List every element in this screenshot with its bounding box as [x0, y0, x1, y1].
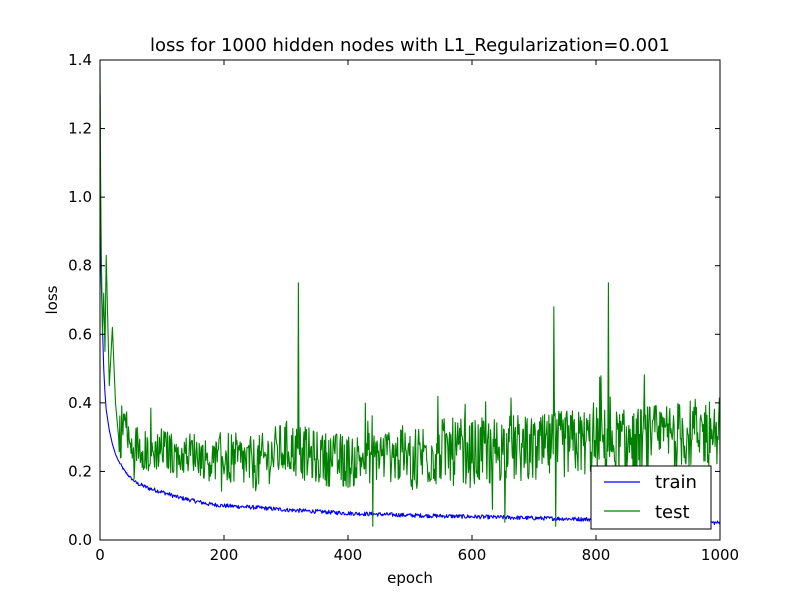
x-tick-label: 600 [458, 546, 487, 564]
x-tick-label: 0 [95, 546, 105, 564]
y-tick-label: 0.4 [68, 394, 92, 412]
x-tick-label: 400 [334, 546, 363, 564]
legend: train test [590, 465, 712, 530]
y-tick-label: 0.2 [68, 462, 92, 480]
x-axis-title: epoch [387, 569, 433, 587]
y-axis-title: loss [43, 285, 61, 314]
tick-layer: 0 200 400 600 800 1000 0.0 0.2 0.4 0.6 0.8 1.0 1.2 1.… [68, 51, 739, 564]
y-tick-label: 0.8 [68, 257, 92, 275]
y-tick-label: 0.6 [68, 325, 92, 343]
chart-title: loss for 1000 hidden nodes with L1_Regul… [150, 35, 670, 56]
x-tick-label: 200 [210, 546, 239, 564]
x-tick-label: 1000 [701, 546, 739, 564]
plot-frame [99, 59, 721, 541]
y-tick-label: 1.2 [68, 120, 92, 138]
x-tick-label: 800 [582, 546, 611, 564]
y-tick-label: 1.0 [68, 188, 92, 206]
y-tick-label: 1.4 [68, 51, 92, 69]
legend-label-test: test [655, 502, 690, 523]
y-tick-label: 0.0 [68, 531, 92, 549]
series-line-test [99, 66, 721, 527]
legend-box [590, 465, 712, 530]
legend-label-train: train [655, 472, 697, 493]
